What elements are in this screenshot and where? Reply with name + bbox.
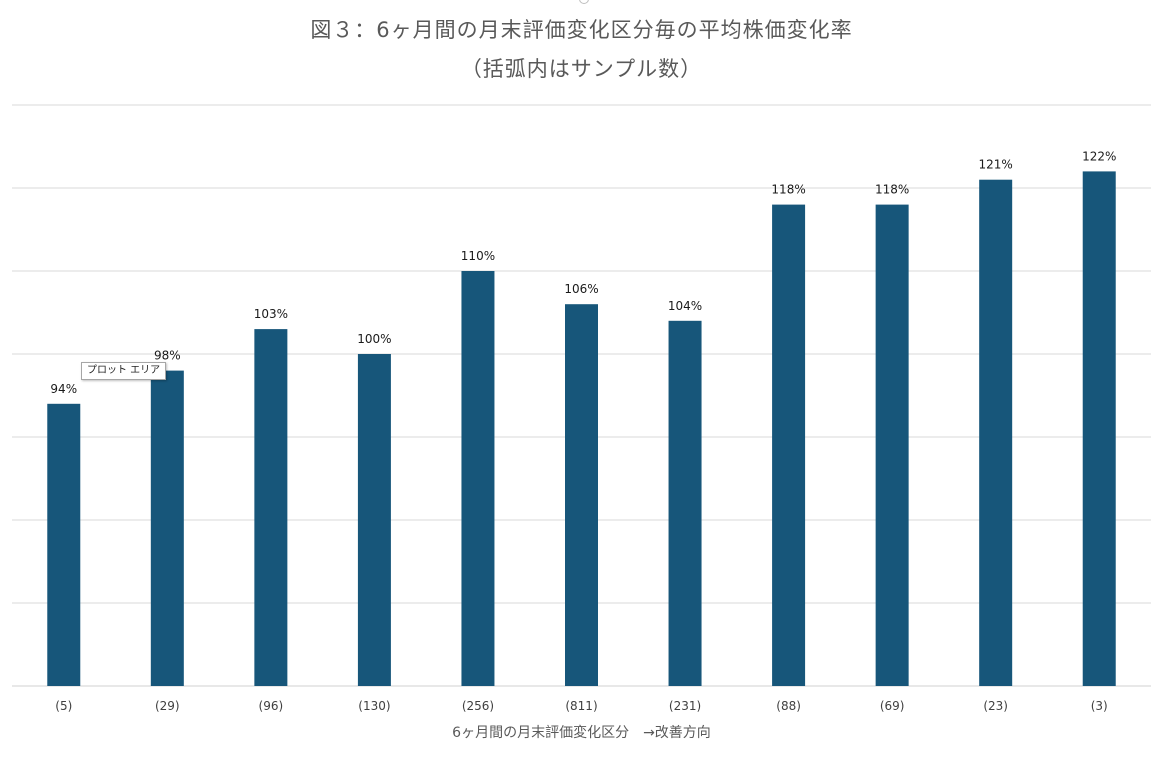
- category-label-8: (69): [880, 699, 905, 713]
- plot-area-tooltip: プロット エリア: [81, 362, 167, 380]
- bar-5[interactable]: [565, 304, 598, 686]
- bar-6[interactable]: [668, 320, 702, 686]
- category-label-9: (23): [983, 699, 1008, 713]
- category-label-10: (3): [1091, 699, 1108, 713]
- data-label-8: 118%: [875, 183, 909, 197]
- bar-3[interactable]: [357, 354, 391, 686]
- category-label-0: (5): [55, 699, 72, 713]
- bar-chart[interactable]: 94% 98% 103% 100% 110% 106% 104% 118% 118% 121% 12…: [0, 0, 1163, 720]
- bar-2[interactable]: [254, 329, 288, 686]
- data-label-0: 94%: [50, 382, 77, 396]
- bar-7[interactable]: [772, 204, 806, 686]
- bar-8[interactable]: [875, 204, 909, 686]
- category-label-3: (130): [358, 699, 390, 713]
- chart-title: 図３：6ヶ月間の月末評価変化区分毎の平均株価変化率: [310, 18, 853, 42]
- category-labels: (5) (29) (96) (130) (256) (811) (231) (88) (69) (…: [55, 699, 1107, 713]
- data-label-10: 122%: [1082, 149, 1116, 163]
- data-label-2: 103%: [254, 307, 288, 321]
- x-axis-title: 6ヶ月間の月末評価変化区分 →改善方向: [452, 725, 711, 741]
- data-label-7: 118%: [771, 183, 805, 197]
- category-label-6: (231): [669, 699, 701, 713]
- bar-10[interactable]: [1082, 171, 1116, 686]
- category-label-5: (811): [565, 699, 597, 713]
- bars: [47, 171, 1116, 686]
- bar-1[interactable]: [150, 370, 184, 686]
- category-label-4: (256): [462, 699, 494, 713]
- bar-4[interactable]: [461, 271, 495, 686]
- chart-subtitle: （括弧内はサンプル数）: [460, 57, 703, 81]
- category-label-7: (88): [776, 699, 801, 713]
- bar-0[interactable]: [47, 403, 81, 686]
- data-label-9: 121%: [979, 158, 1013, 172]
- data-labels: 94% 98% 103% 100% 110% 106% 104% 118% 118% 121% 12…: [50, 149, 1116, 395]
- bar-9[interactable]: [979, 179, 1013, 686]
- category-label-2: (96): [259, 699, 284, 713]
- data-label-4: 110%: [461, 249, 495, 263]
- data-label-5: 106%: [564, 282, 598, 296]
- data-label-6: 104%: [668, 299, 702, 313]
- data-label-1: 98%: [154, 349, 181, 363]
- category-label-1: (29): [155, 699, 180, 713]
- data-label-3: 100%: [357, 332, 391, 346]
